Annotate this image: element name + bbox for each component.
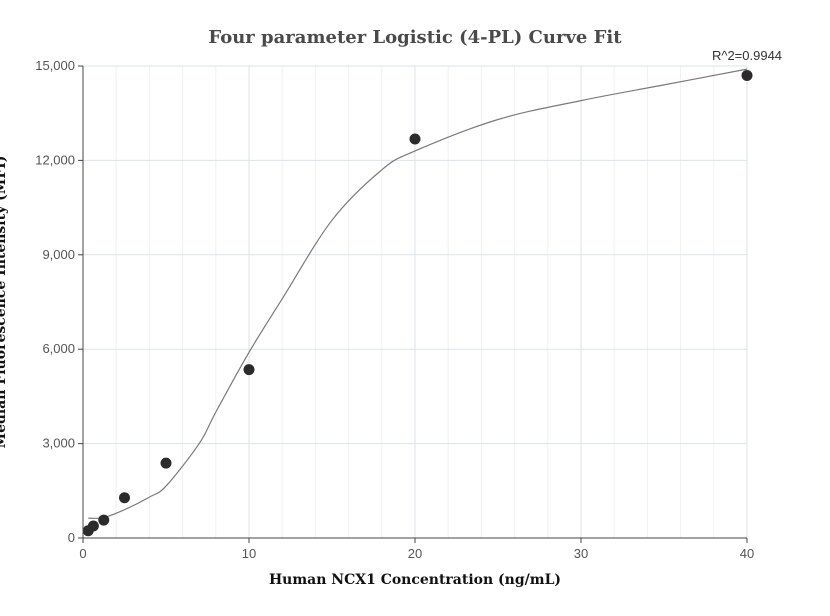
x-tick-label: 20 [408, 546, 422, 561]
major-grid [83, 65, 748, 538]
r-squared-annotation: R^2=0.9944 [712, 48, 782, 63]
y-tick-label: 6,000 [42, 341, 75, 356]
y-axis-title: Median Fluorescence Intensity (MFI) [0, 156, 9, 449]
data-point [119, 492, 130, 504]
data-point [741, 69, 753, 81]
data-point [160, 457, 172, 469]
x-axis-ticks: 0 10 20 30 40 [79, 538, 754, 561]
x-tick-label: 10 [242, 546, 256, 561]
data-point [243, 364, 255, 376]
data-point [98, 514, 110, 526]
y-tick-label: 0 [68, 530, 75, 545]
y-tick-label: 15,000 [35, 58, 75, 73]
data-point [87, 520, 99, 532]
y-tick-label: 3,000 [42, 436, 75, 451]
data-points [82, 69, 753, 537]
x-tick-label: 30 [574, 546, 588, 561]
y-axis-ticks: 0 3,000 6,000 9,000 12,000 15,000 [35, 58, 83, 545]
y-tick-label: 9,000 [42, 247, 75, 262]
x-tick-label: 40 [740, 546, 754, 561]
fit-curve [88, 68, 748, 519]
data-point [409, 133, 421, 145]
x-tick-label: 0 [79, 546, 86, 561]
minor-grid [115, 66, 715, 538]
chart-title: Four parameter Logistic (4-PL) Curve Fit [208, 27, 622, 48]
x-axis-title: Human NCX1 Concentration (ng/mL) [269, 572, 561, 588]
y-tick-label: 12,000 [35, 152, 75, 167]
